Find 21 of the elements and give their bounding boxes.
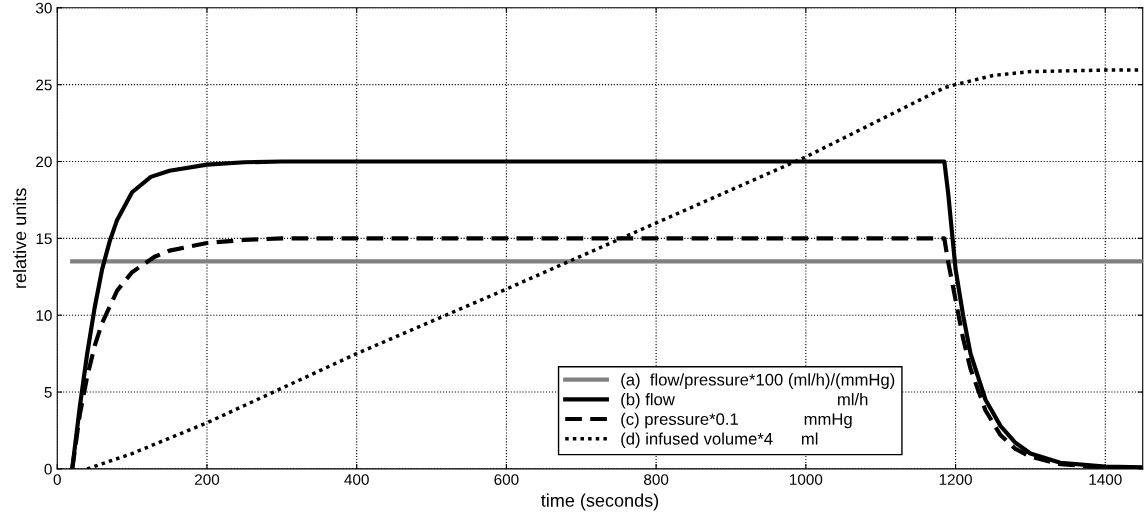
y-tick-label: 15 xyxy=(36,233,52,245)
x-tick-label: 1400 xyxy=(1089,474,1122,485)
legend-label: (a) flow/pressure*100 (ml/h)/(mmHg) xyxy=(621,373,895,389)
y-tick-label: 25 xyxy=(36,79,52,91)
legend-label: (b) flow ml/h xyxy=(621,393,868,409)
y-tick-label: 30 xyxy=(35,2,52,14)
x-tick-label: 600 xyxy=(494,474,519,485)
y-tick-label: 5 xyxy=(44,387,52,398)
x-tick-label: 0 xyxy=(53,474,61,485)
y-tick-label: 0 xyxy=(44,463,52,475)
legend-label: (d) infused volume*4 ml xyxy=(621,432,818,448)
x-tick-label: 800 xyxy=(644,474,669,485)
x-tick-label: 1000 xyxy=(790,474,823,485)
y-tick-label: 20 xyxy=(36,156,52,168)
x-tick-label: 400 xyxy=(344,474,369,485)
x-tick-label: 1200 xyxy=(939,474,972,485)
legend-label: (c) pressure*0.1 mmHg xyxy=(621,412,852,429)
y-tick-label: 10 xyxy=(36,310,52,321)
x-axis-title: time (seconds) xyxy=(541,493,659,511)
x-tick-label: 200 xyxy=(194,474,220,485)
y-axis-title: relative units xyxy=(13,188,27,288)
